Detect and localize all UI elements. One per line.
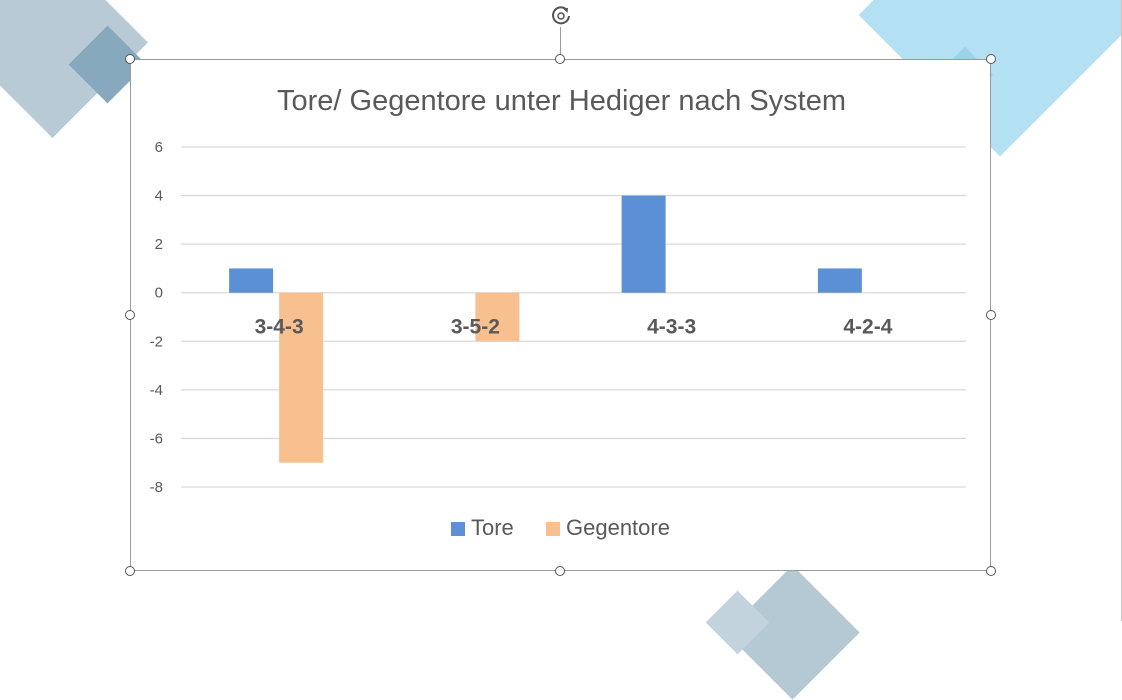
x-category-label: 4-3-3	[647, 316, 696, 339]
y-tick-label: -2	[150, 333, 163, 350]
x-category-label: 4-2-4	[843, 316, 892, 339]
y-tick-label: 4	[155, 188, 163, 205]
chart-frame[interactable]: Tore/ Gegentore unter Hediger nach Syste…	[130, 59, 991, 571]
resize-handle-top-right[interactable]	[986, 54, 996, 64]
legend-swatch-tore	[451, 522, 465, 536]
legend-label-gegentore: Gegentore	[566, 515, 670, 540]
resize-handle-middle-right[interactable]	[986, 310, 996, 320]
x-category-label: 3-4-3	[255, 316, 304, 339]
bar-gegentore-3-5-2	[475, 292, 520, 342]
rotate-connector	[560, 27, 561, 59]
y-tick-label: 6	[155, 139, 163, 156]
bar-tore-4-2-4	[817, 268, 862, 293]
labels: Tore/ Gegentore unter Hediger nach Syste…	[150, 85, 893, 540]
legend-swatch-gegentore	[546, 522, 560, 536]
resize-handle-top-left[interactable]	[125, 54, 135, 64]
resize-handle-top-center[interactable]	[555, 54, 565, 64]
legend-label-tore: Tore	[471, 515, 514, 540]
chart-canvas: Tore/ Gegentore unter Hediger nach Syste…	[150, 85, 966, 540]
resize-handle-middle-left[interactable]	[125, 310, 135, 320]
chart-title: Tore/ Gegentore unter Hediger nach Syste…	[277, 85, 846, 117]
y-tick-label: -4	[150, 382, 163, 399]
bar-tore-4-3-3	[621, 195, 666, 293]
y-tick-label: -8	[150, 479, 163, 496]
resize-handle-bottom-right[interactable]	[986, 566, 996, 576]
y-tick-label: -6	[150, 430, 163, 447]
x-category-label: 3-5-2	[451, 316, 500, 339]
resize-handle-bottom-left[interactable]	[125, 566, 135, 576]
resize-handle-bottom-center[interactable]	[555, 566, 565, 576]
bar-tore-3-4-3	[229, 268, 274, 293]
y-tick-label: 0	[155, 285, 163, 302]
bar-gegentore-3-4-3	[279, 292, 324, 463]
bars	[229, 195, 862, 463]
y-tick-label: 2	[155, 236, 163, 253]
rotate-icon[interactable]	[548, 3, 574, 29]
